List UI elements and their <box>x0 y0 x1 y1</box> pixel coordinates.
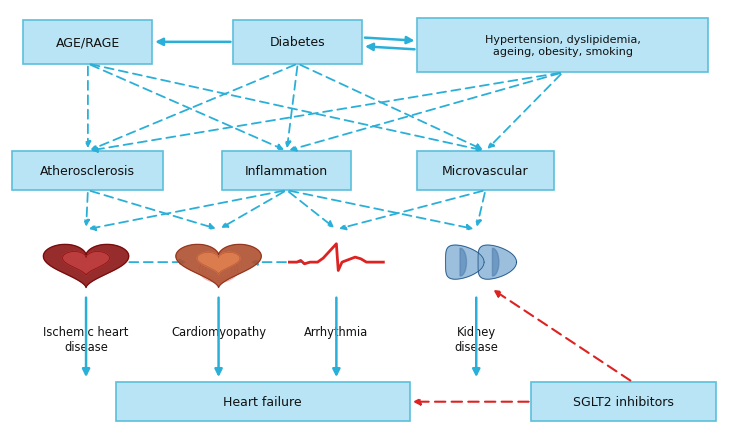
Text: Arrhythmia: Arrhythmia <box>304 325 369 339</box>
Polygon shape <box>63 252 109 276</box>
FancyBboxPatch shape <box>115 382 410 421</box>
Text: Microvascular: Microvascular <box>442 165 529 178</box>
Polygon shape <box>460 249 466 276</box>
FancyBboxPatch shape <box>24 21 152 64</box>
Text: Diabetes: Diabetes <box>270 36 326 49</box>
FancyBboxPatch shape <box>234 21 362 64</box>
FancyBboxPatch shape <box>531 382 715 421</box>
Text: Cardiomyopathy: Cardiomyopathy <box>171 325 266 339</box>
Text: Heart failure: Heart failure <box>223 396 302 408</box>
FancyBboxPatch shape <box>13 152 163 191</box>
Polygon shape <box>478 245 517 279</box>
Polygon shape <box>176 245 262 288</box>
Text: Hypertension, dyslipidemia,
ageing, obesity, smoking: Hypertension, dyslipidemia, ageing, obes… <box>485 35 641 57</box>
Text: Atherosclerosis: Atherosclerosis <box>41 165 135 178</box>
FancyBboxPatch shape <box>418 152 554 191</box>
Text: AGE/RAGE: AGE/RAGE <box>55 36 120 49</box>
Polygon shape <box>446 245 484 279</box>
Text: Inflammation: Inflammation <box>245 165 328 178</box>
FancyBboxPatch shape <box>222 152 351 191</box>
FancyBboxPatch shape <box>418 19 708 73</box>
Text: Ischemic heart
disease: Ischemic heart disease <box>44 325 129 353</box>
Polygon shape <box>197 253 240 274</box>
Polygon shape <box>44 245 129 288</box>
Polygon shape <box>492 249 499 276</box>
Text: Kidney
disease: Kidney disease <box>454 325 498 353</box>
Text: SGLT2 inhibitors: SGLT2 inhibitors <box>573 396 674 408</box>
